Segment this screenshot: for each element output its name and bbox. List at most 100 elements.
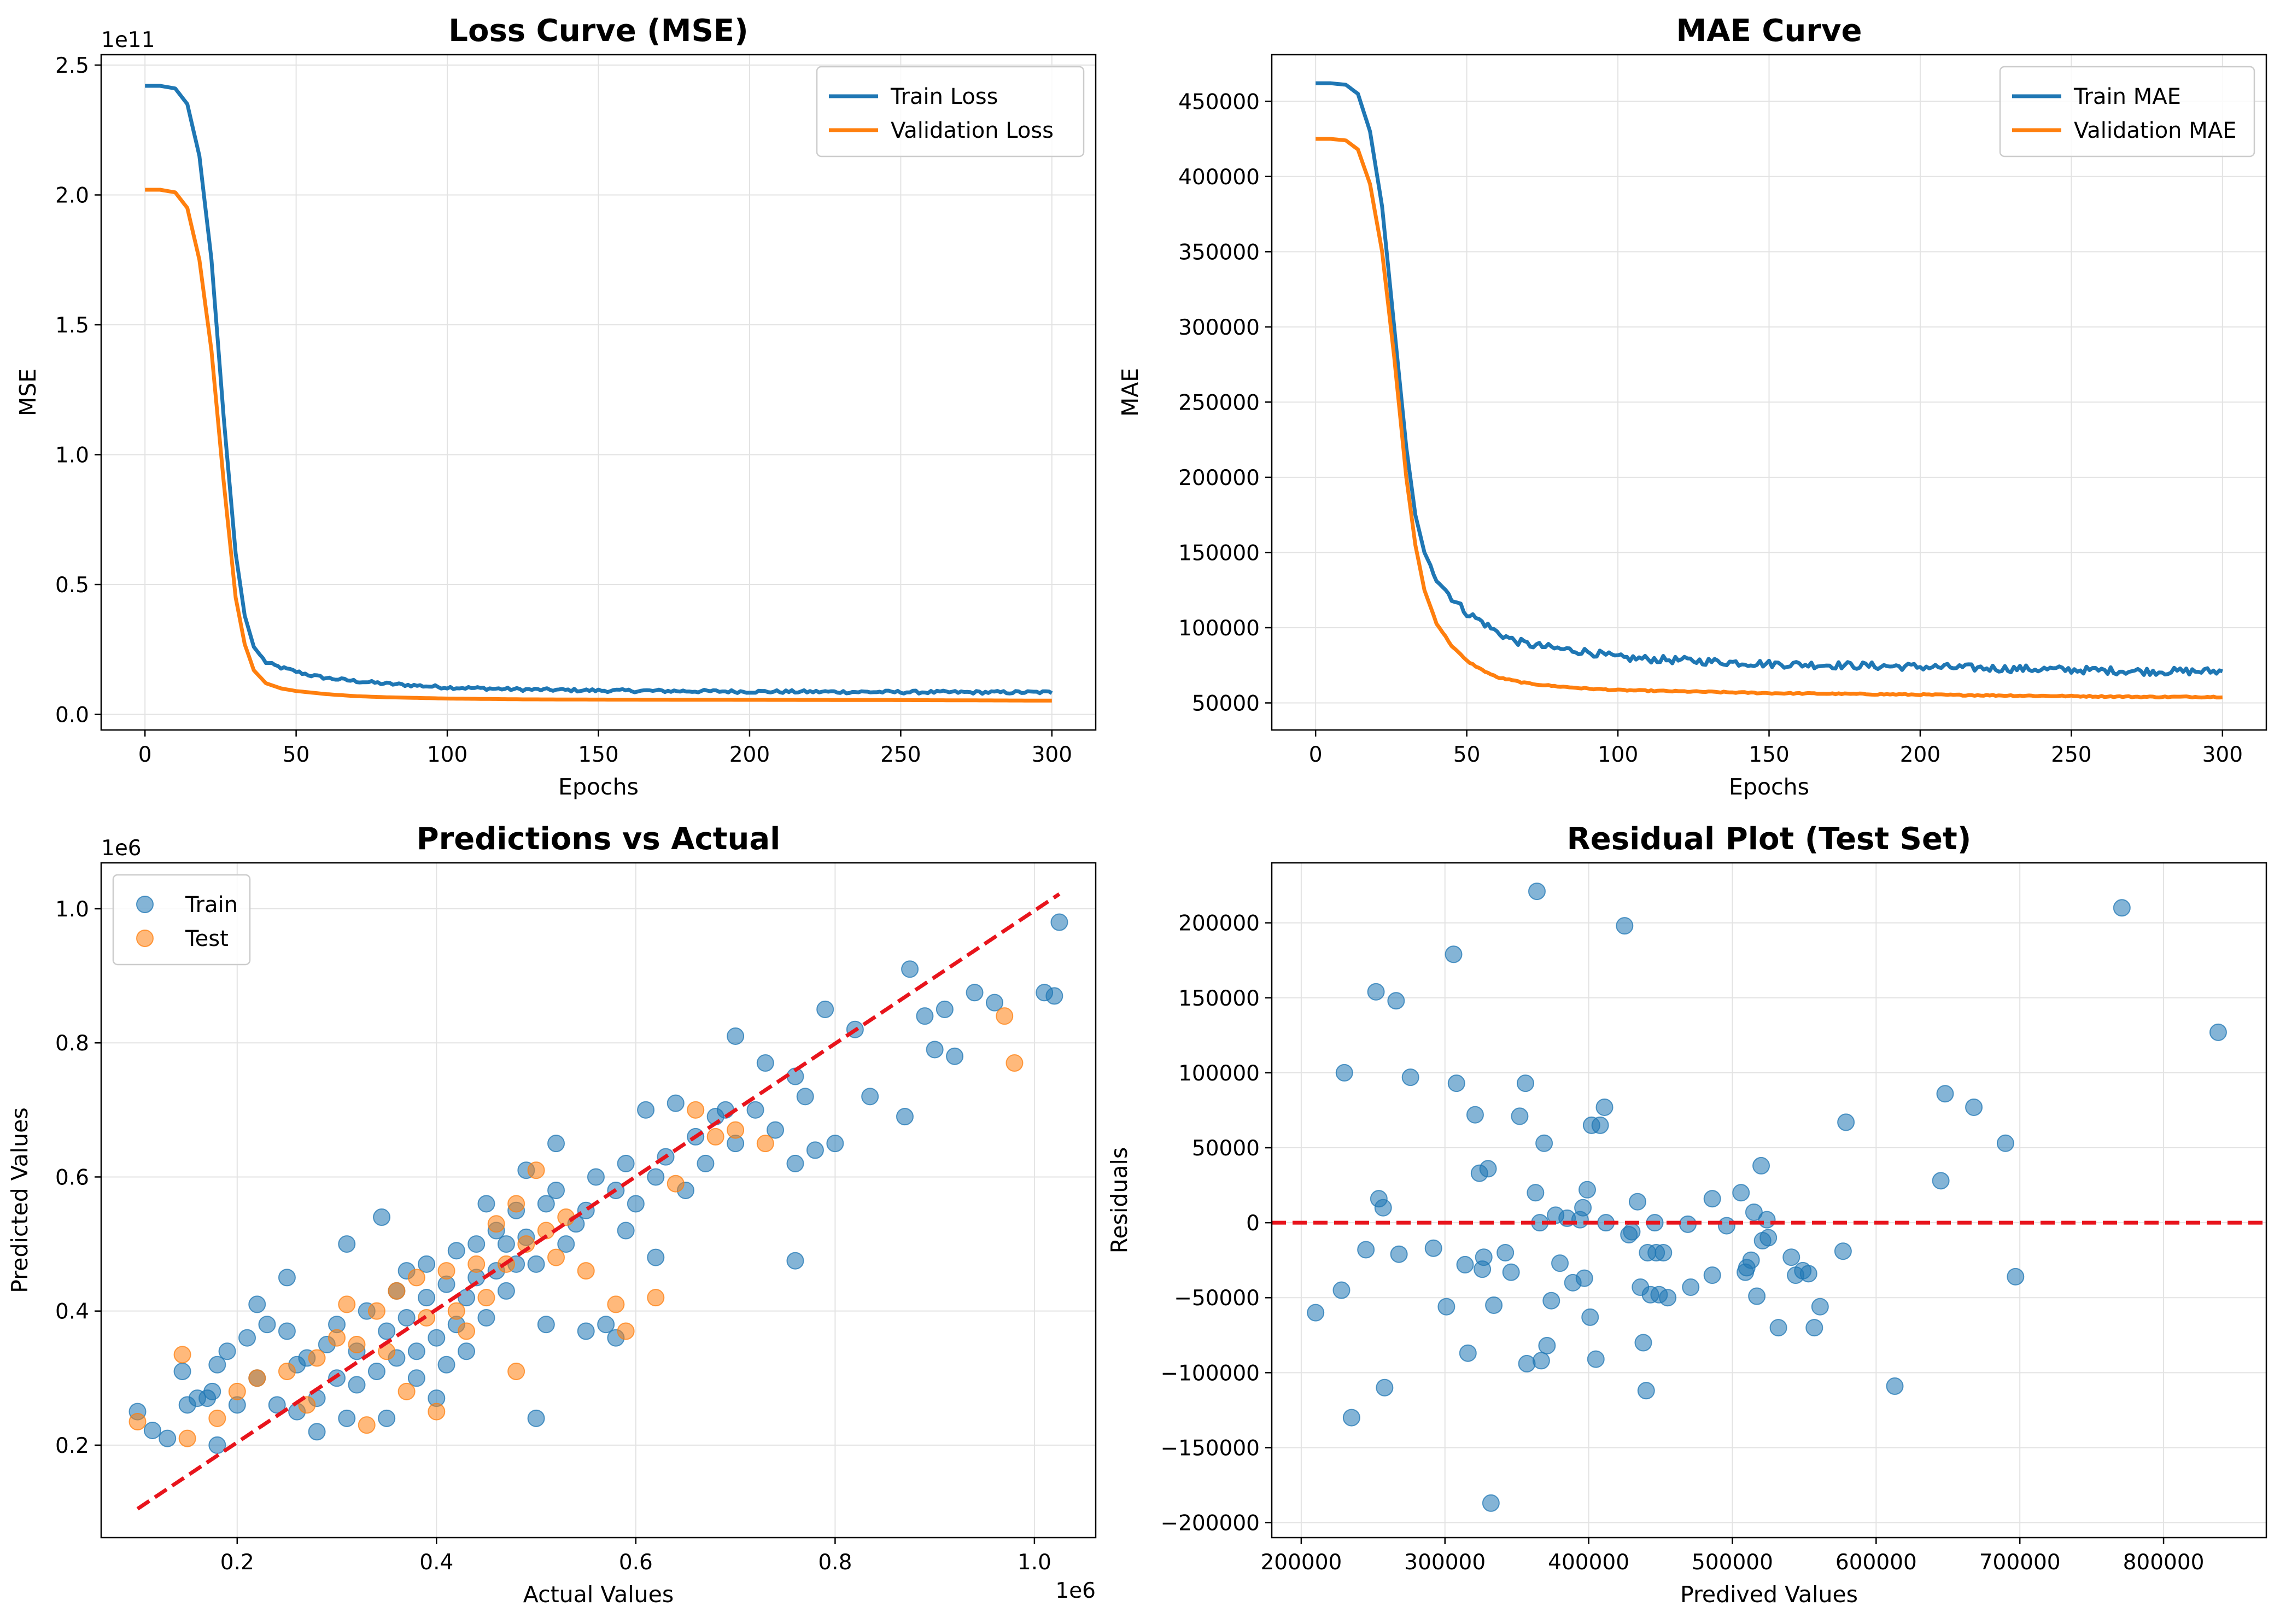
test-point: [1703, 1266, 1721, 1284]
test-point: [1799, 1265, 1817, 1283]
test-point: [208, 1409, 226, 1427]
legend-box: [816, 66, 1085, 157]
x-tick-label: 300: [1032, 743, 1072, 767]
test-point: [1837, 1113, 1855, 1131]
reference-line: [136, 892, 1061, 1511]
legend-label: Test: [185, 926, 229, 951]
test-point: [1447, 1074, 1465, 1093]
test-point: [1335, 1064, 1353, 1082]
train-point: [587, 1168, 605, 1186]
y-tick-label: 0.6: [55, 1165, 89, 1190]
test-point: [1717, 1217, 1735, 1235]
train-point: [756, 1054, 774, 1072]
x-tick-label: 200: [1900, 743, 1940, 767]
x-axis-label: Epochs: [558, 774, 639, 800]
x-tick-label: 0.4: [419, 1550, 453, 1575]
y-tick-label: 0.4: [55, 1300, 89, 1324]
y-axis-label: Predicted Values: [7, 1107, 33, 1293]
train-point: [477, 1195, 495, 1213]
test-point: [1479, 1160, 1497, 1178]
y-offset-label: 1e11: [101, 28, 155, 52]
train-point: [447, 1242, 465, 1260]
test-point: [1445, 945, 1463, 963]
train-point: [437, 1356, 455, 1374]
legend: Train MAE Validation MAE: [1999, 66, 2255, 157]
test-point: [338, 1295, 356, 1313]
axes-frame: [1271, 862, 2267, 1539]
x-tick-label: 50: [1453, 743, 1481, 767]
chart-title: Predictions vs Actual: [417, 821, 781, 857]
x-tick-label: 0.2: [220, 1550, 254, 1575]
test-point: [1376, 1378, 1394, 1397]
series-line-validation: [1316, 137, 2223, 700]
test-point: [477, 1289, 495, 1307]
test-point: [248, 1369, 266, 1387]
x-tick-label: 0: [1309, 743, 1323, 767]
y-tick-label: −150000: [1160, 1436, 1260, 1461]
y-tick-label: −200000: [1160, 1511, 1260, 1536]
test-point: [388, 1282, 406, 1300]
train-point: [861, 1088, 879, 1106]
test-point: [1401, 1068, 1419, 1086]
chart-mae: 0 50 100 150 200 250 300 50000 100000 150000 20000…: [1117, 13, 2267, 800]
x-tick-label: 250: [880, 743, 921, 767]
train-point: [746, 1101, 764, 1119]
test-point: [1374, 1199, 1392, 1217]
y-axis-label: MAE: [1117, 368, 1143, 417]
test-point: [308, 1349, 326, 1367]
x-tick-label: 50: [283, 743, 310, 767]
test-point: [1390, 1245, 1408, 1263]
test-point: [617, 1322, 635, 1340]
x-tick-label: 1.0: [1018, 1550, 1051, 1575]
test-point: [1628, 1193, 1646, 1211]
x-tick-label: 0: [138, 743, 152, 767]
test-point: [1538, 1336, 1556, 1354]
y-tick-label: 2.5: [55, 54, 89, 78]
test-point: [1634, 1334, 1652, 1352]
test-point: [1005, 1054, 1024, 1072]
test-point: [1591, 1116, 1609, 1134]
train-point: [159, 1429, 177, 1447]
test-point: [367, 1302, 385, 1320]
train-point: [173, 1363, 191, 1381]
chart-title: Loss Curve (MSE): [448, 13, 748, 49]
series-line-train: [1316, 81, 2223, 677]
test-point: [1332, 1281, 1351, 1299]
test-point: [1659, 1289, 1677, 1307]
test-point: [1535, 1134, 1553, 1152]
test-point: [1542, 1292, 1560, 1310]
test-point: [1769, 1319, 1787, 1337]
train-point: [407, 1342, 425, 1360]
legend-swatch-marker: [136, 896, 154, 913]
test-point: [1745, 1203, 1763, 1221]
x-tick-label: 150: [1749, 743, 1789, 767]
test-point: [2113, 899, 2131, 917]
test-point: [467, 1255, 486, 1273]
train-point: [916, 1007, 934, 1025]
test-point: [1516, 1074, 1534, 1093]
test-point: [547, 1248, 565, 1266]
train-point: [338, 1235, 356, 1253]
test-point: [1307, 1304, 1325, 1322]
train-point: [547, 1135, 565, 1153]
train-point: [467, 1235, 486, 1253]
test-point: [1752, 1156, 1770, 1175]
x-tick-label: 500000: [1692, 1550, 1773, 1575]
x-axis-label: Epochs: [1729, 774, 1809, 800]
test-point: [2007, 1267, 2025, 1286]
y-tick-label: 0.8: [55, 1031, 89, 1056]
test-point: [647, 1289, 665, 1307]
y-tick-label: 100000: [1178, 616, 1260, 641]
train-point: [143, 1421, 161, 1439]
test-point: [1936, 1085, 1954, 1103]
test-point: [2209, 1023, 2227, 1041]
train-point: [786, 1154, 804, 1172]
train-point: [208, 1356, 226, 1374]
chart-pred: 0.2 0.4 0.6 0.8 1.0 0.2 0.4 0.6 0.8 1.0 Prediction…: [7, 821, 1097, 1608]
test-point: [1742, 1251, 1760, 1269]
legend-label: Train Loss: [890, 84, 998, 109]
test-point: [1581, 1308, 1599, 1326]
test-point: [1834, 1242, 1852, 1260]
train-point: [418, 1255, 436, 1273]
